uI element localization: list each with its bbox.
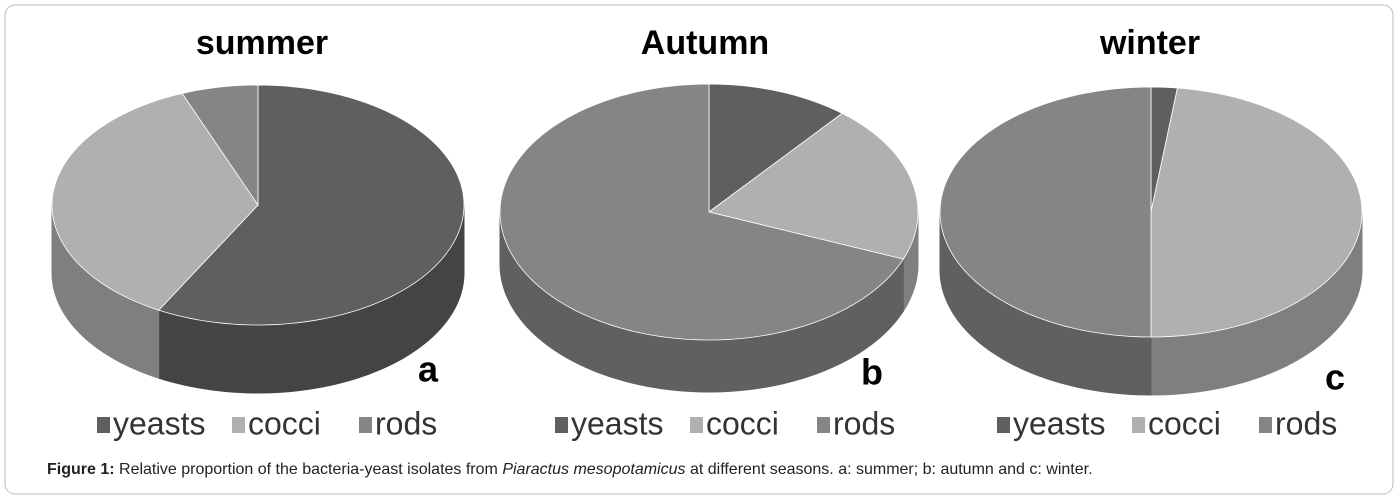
legend-label: rods bbox=[1275, 405, 1337, 441]
legend-label: rods bbox=[833, 405, 895, 441]
legend-swatch bbox=[817, 417, 830, 433]
chart-title: summer bbox=[196, 24, 328, 62]
pie-slice bbox=[939, 86, 1152, 338]
pie-slice bbox=[158, 84, 465, 326]
legend-swatch bbox=[1132, 417, 1145, 433]
caption-text: at different seasons. a: summer; b: autu… bbox=[686, 461, 1093, 478]
caption-text: Relative proportion of the bacteria-yeas… bbox=[115, 461, 503, 478]
legend-label: rods bbox=[375, 405, 437, 441]
panel-label: c bbox=[1325, 357, 1345, 398]
legend-swatch bbox=[997, 417, 1010, 433]
panel-label: a bbox=[418, 349, 439, 390]
chart-title: Autumn bbox=[641, 24, 769, 62]
legend-swatch bbox=[555, 417, 568, 433]
pie-slice bbox=[51, 92, 259, 311]
legend-label: yeasts bbox=[571, 405, 663, 441]
legend-swatch bbox=[359, 417, 372, 433]
pie-slice bbox=[708, 112, 919, 260]
pie-slice bbox=[181, 84, 259, 207]
legend-label: yeasts bbox=[113, 405, 205, 441]
pie-slice bbox=[499, 83, 904, 341]
caption-species: Piaractus mesopotamicus bbox=[502, 461, 685, 478]
pie-slice bbox=[708, 83, 843, 213]
chart-title: winter bbox=[1099, 24, 1200, 62]
legend-swatch bbox=[690, 417, 703, 433]
legend-label: cocci bbox=[248, 405, 321, 441]
legend-label: yeasts bbox=[1013, 405, 1105, 441]
panel-label: b bbox=[861, 352, 883, 393]
legend-label: cocci bbox=[1148, 405, 1221, 441]
legend-label: cocci bbox=[706, 405, 779, 441]
caption: Figure 1: Relative proportion of the bac… bbox=[47, 461, 1093, 478]
legend-swatch bbox=[232, 417, 245, 433]
legend-swatch bbox=[1259, 417, 1272, 433]
legend-swatch bbox=[97, 417, 110, 433]
pie-slice bbox=[1150, 87, 1363, 338]
caption-label: Figure 1: bbox=[47, 461, 115, 478]
